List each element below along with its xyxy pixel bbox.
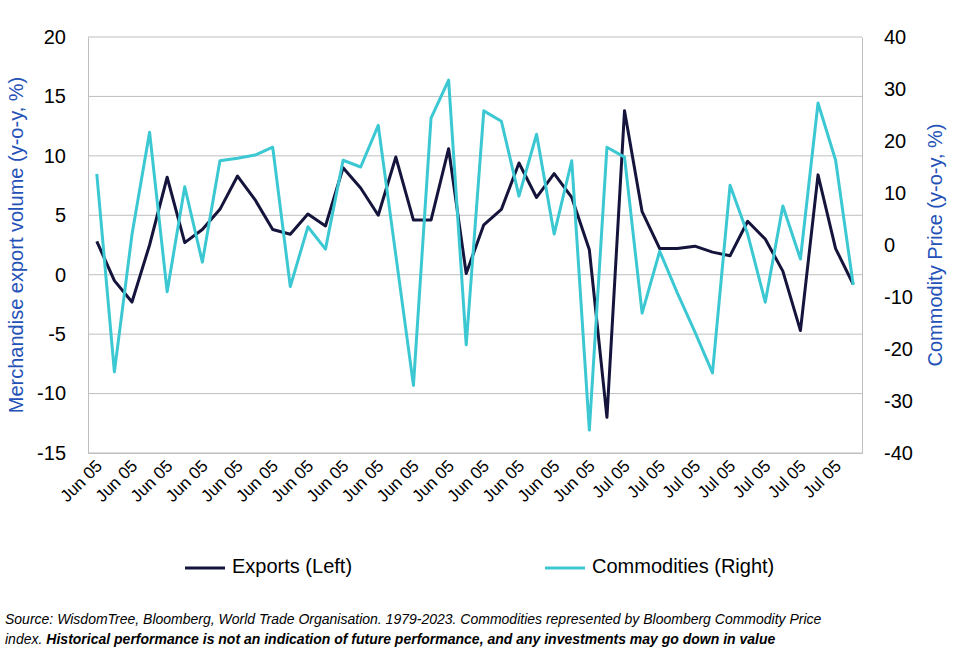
legend-label: Commodities (Right) (592, 555, 774, 577)
tick: Jul 05 (729, 456, 775, 502)
tick: -5 (48, 323, 88, 345)
tick: Jul 05 (659, 456, 705, 502)
tick-label: Jul 05 (764, 456, 810, 502)
tick: 0 (862, 234, 895, 256)
tick: -40 (862, 442, 913, 464)
tick: 10 (862, 182, 906, 204)
tick: Jul 05 (588, 456, 634, 502)
axis-line (89, 453, 863, 454)
tick: 5 (55, 204, 88, 226)
tick-label: -5 (48, 323, 66, 345)
grid-line (88, 96, 862, 97)
grid-line (88, 453, 862, 454)
legend-swatch (185, 567, 225, 570)
tick-label: 0 (884, 234, 895, 256)
axis-line (862, 38, 863, 454)
tick-label: -10 (884, 286, 913, 308)
tick-label: 0 (55, 264, 66, 286)
tick: 20 (862, 130, 906, 152)
tick: -10 (862, 286, 913, 308)
tick: Jul 05 (624, 456, 670, 502)
plot-area (97, 80, 853, 430)
grid-line (88, 334, 862, 335)
source-note: index. (5, 631, 42, 647)
tick-label: Jul 05 (659, 456, 705, 502)
series-line (97, 80, 853, 430)
tick: -30 (862, 390, 913, 412)
tick-label: 40 (884, 26, 906, 48)
tick: 30 (862, 78, 906, 100)
tick: 10 (44, 145, 88, 167)
tick-label: 20 (884, 130, 906, 152)
tick-label: -20 (884, 338, 913, 360)
tick-label: 10 (884, 182, 906, 204)
legend-swatch (545, 567, 585, 570)
tick-label: -10 (37, 382, 66, 404)
source-note: Source: WisdomTree, Bloomberg, World Tra… (5, 611, 822, 627)
disclaimer: Historical performance is not an indicat… (46, 631, 775, 647)
grid (88, 37, 862, 453)
axis-line (88, 38, 89, 454)
legend: Exports (Left) Commodities (Right) (185, 555, 774, 577)
tick: 0 (55, 264, 88, 286)
tick-label: 30 (884, 78, 906, 100)
y2-axis-title: Commodity Price (y-o-y, %) (924, 124, 946, 367)
tick-label: 20 (44, 26, 66, 48)
tick-label: -30 (884, 390, 913, 412)
tick: -10 (37, 382, 88, 404)
grid-line (88, 37, 862, 38)
tick: Jul 05 (799, 456, 845, 502)
x-axis: Jun 05Jun 05Jun 05Jun 05Jun 05Jun 05Jun … (57, 454, 863, 506)
tick-label: -15 (37, 442, 66, 464)
tick: Jun 05 (549, 456, 599, 506)
tick-label: Jun 05 (549, 456, 599, 506)
tick: -15 (37, 442, 88, 464)
legend-label: Exports (Left) (232, 555, 352, 577)
grid-line (88, 155, 862, 156)
y-axis: -15 -10 -5 0 5 10 15 20 (37, 26, 88, 464)
tick-label: Jul 05 (799, 456, 845, 502)
tick: Jul 05 (694, 456, 740, 502)
tick: -20 (862, 338, 913, 360)
tick: 40 (862, 26, 906, 48)
tick-label: Jul 05 (588, 456, 634, 502)
tick-label: 15 (44, 85, 66, 107)
tick-label: -40 (884, 442, 913, 464)
tick: Jul 05 (764, 456, 810, 502)
y2-axis: -40 -30 -20 -10 0 10 20 30 40 (862, 26, 913, 464)
tick: 15 (44, 85, 88, 107)
grid-line (88, 274, 862, 275)
y-axis-title: Merchandise export volume (y-o-y, %) (5, 77, 27, 413)
tick-label: Jul 05 (729, 456, 775, 502)
chart: -15 -10 -5 0 5 10 15 20 -40 -30 -20 -10 0 10 20 30 40 Jun… (0, 0, 957, 656)
tick-label: 5 (55, 204, 66, 226)
tick: 20 (44, 26, 88, 48)
series-line (97, 111, 853, 418)
grid-line (88, 393, 862, 394)
tick-label: 10 (44, 145, 66, 167)
tick-label: Jul 05 (694, 456, 740, 502)
tick-label: Jul 05 (624, 456, 670, 502)
